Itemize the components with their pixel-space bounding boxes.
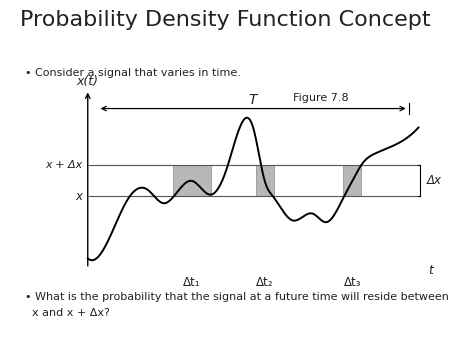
Text: Δt₁: Δt₁ [183, 276, 201, 289]
Text: Figure 7.8: Figure 7.8 [293, 93, 348, 103]
Bar [173, 165, 211, 196]
Text: x(t): x(t) [77, 75, 99, 88]
Text: Δt₃: Δt₃ [344, 276, 361, 289]
Text: x and x + Δx?: x and x + Δx? [25, 308, 110, 318]
Text: T: T [249, 93, 257, 107]
Text: • Consider a signal that varies in time.: • Consider a signal that varies in time. [25, 68, 241, 78]
Bar [256, 165, 274, 196]
Text: • What is the probability that the signal at a future time will reside between: • What is the probability that the signa… [25, 292, 449, 303]
Text: x + Δx: x + Δx [45, 160, 83, 170]
Text: Δx: Δx [427, 174, 442, 187]
Text: x: x [76, 190, 83, 203]
Text: Probability Density Function Concept: Probability Density Function Concept [20, 10, 430, 30]
Text: Δt₂: Δt₂ [256, 276, 274, 289]
Bar [343, 165, 361, 196]
Text: t: t [428, 264, 433, 277]
